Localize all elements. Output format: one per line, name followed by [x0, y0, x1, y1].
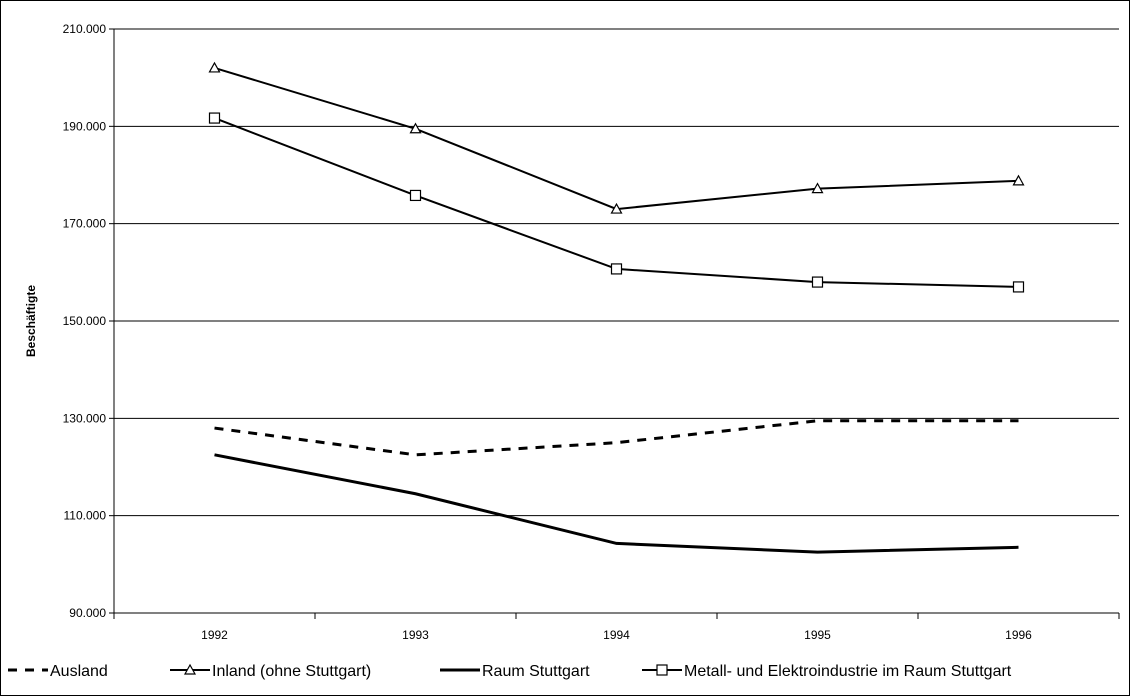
- x-tick-labels: 1992 1993 1994 1995 1996: [201, 628, 1032, 642]
- data-point: [1012, 281, 1025, 293]
- data-point: [811, 276, 824, 288]
- x-tick-label: 1994: [603, 628, 630, 642]
- y-tick-labels: 90.000 110.000 130.000 150.000 170.000 190.00…: [63, 22, 107, 620]
- y-tick-label: 110.000: [64, 509, 107, 523]
- gridlines: [114, 28, 1119, 517]
- data-point: [208, 61, 221, 73]
- y-tick-label: 150.000: [63, 314, 107, 328]
- legend-marker: [656, 664, 668, 676]
- y-tick-label: 170.000: [63, 217, 107, 231]
- data-point: [409, 122, 422, 134]
- legend-label: Raum Stuttgart: [482, 663, 590, 680]
- data-point: [409, 189, 422, 202]
- legend-marker: [183, 663, 197, 675]
- data-point: [610, 202, 623, 214]
- x-tick-label: 1996: [1005, 628, 1032, 642]
- legend-label: Metall- und Elektroindustrie im Raum Stu…: [684, 663, 1012, 680]
- x-tick-label: 1995: [804, 628, 831, 642]
- axes: [109, 28, 1120, 619]
- series-layer: [208, 61, 1025, 554]
- data-point: [208, 112, 221, 124]
- y-tick-label: 130.000: [63, 411, 107, 425]
- legend-label: Inland (ohne Stuttgart): [212, 663, 371, 680]
- x-tick-label: 1992: [201, 628, 228, 642]
- y-tick-label: 190.000: [63, 119, 107, 133]
- y-tick-label: 210.000: [63, 22, 107, 36]
- y-tick-label: 90.000: [69, 606, 106, 620]
- y-axis-label: Beschäftigte: [24, 285, 38, 357]
- legend-label: Ausland: [50, 663, 108, 680]
- x-tick-label: 1993: [402, 628, 429, 642]
- data-point: [811, 182, 824, 194]
- data-point: [610, 263, 623, 275]
- data-point: [1012, 174, 1025, 186]
- series-line: [214, 453, 1019, 554]
- legend: Ausland Inland (ohne Stuttgart) Raum Stutt…: [8, 663, 1012, 680]
